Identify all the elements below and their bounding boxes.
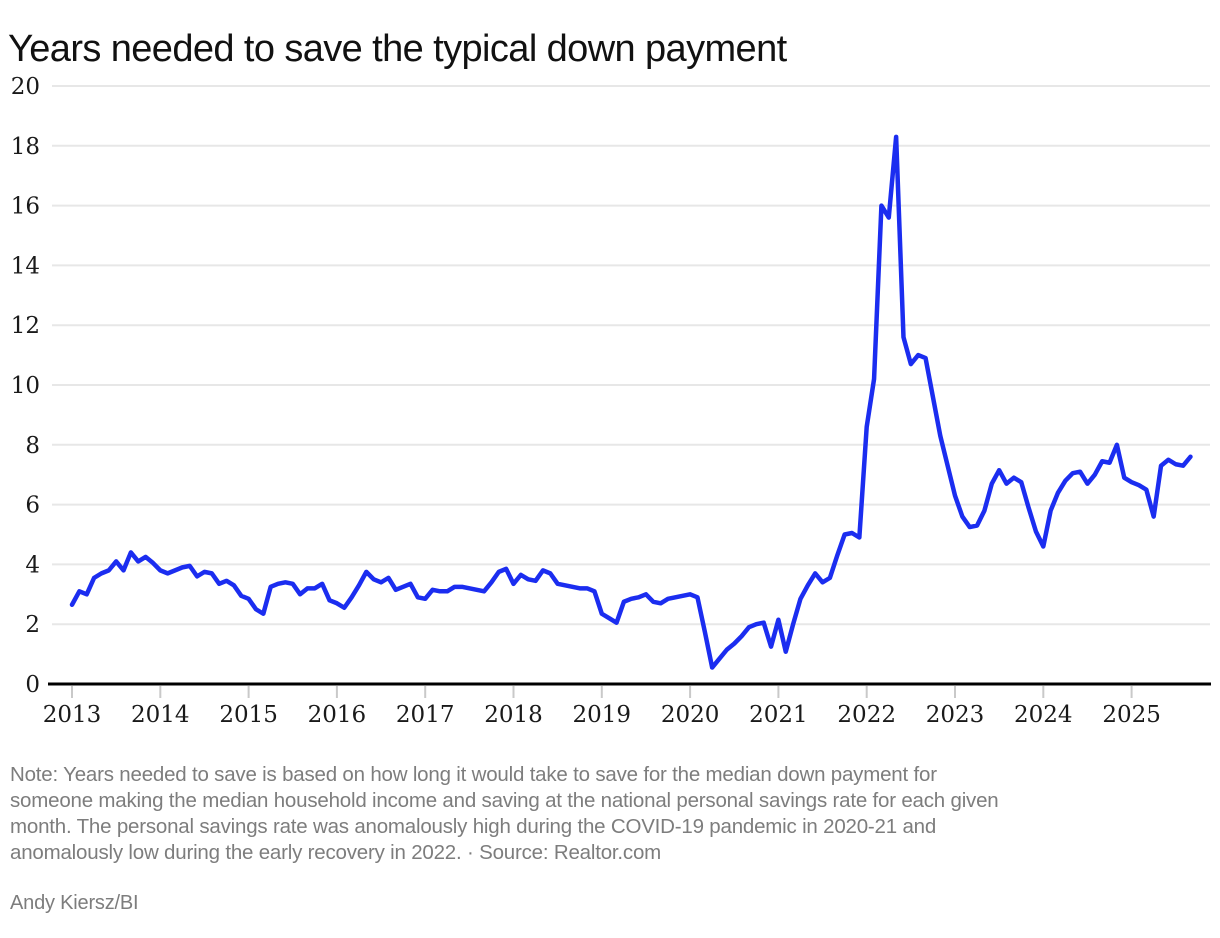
x-axis-tick-label: 2023 <box>926 702 985 728</box>
byline-credit: Andy Kiersz/BI <box>10 892 139 914</box>
y-axis-tick-label: 6 <box>25 493 40 519</box>
y-axis-tick-label: 4 <box>25 552 40 578</box>
y-axis-tick-label: 14 <box>11 253 40 279</box>
x-axis-tick-label: 2018 <box>484 702 543 728</box>
x-axis-tick-label: 2014 <box>131 702 190 728</box>
x-axis-tick-label: 2019 <box>573 702 632 728</box>
chart-note-line: someone making the median household inco… <box>10 789 999 812</box>
x-axis-tick-label: 2024 <box>1014 702 1073 728</box>
x-axis-tick-label: 2013 <box>43 702 102 728</box>
x-axis-tick-label: 2015 <box>219 702 278 728</box>
y-axis-tick-label: 12 <box>11 313 40 339</box>
chart-note: Note: Years needed to save is based on h… <box>10 762 999 866</box>
y-axis-tick-label: 2 <box>25 612 40 638</box>
y-axis-tick-label: 0 <box>25 672 40 698</box>
y-axis-tick-label: 20 <box>11 74 40 100</box>
chart-note-line: Note: Years needed to save is based on h… <box>10 763 937 786</box>
x-axis-tick-label: 2017 <box>396 702 455 728</box>
y-axis-tick-label: 18 <box>11 134 40 160</box>
x-axis-tick-label: 2025 <box>1102 702 1161 728</box>
x-axis-tick-label: 2021 <box>749 702 808 728</box>
x-axis-tick-label: 2022 <box>837 702 896 728</box>
data-series-line <box>69 134 1193 670</box>
y-axis-tick-label: 10 <box>11 373 40 399</box>
chart-note-line: anomalously low during the early recover… <box>10 841 662 864</box>
x-axis-tick-label: 2020 <box>661 702 720 728</box>
chart-note-line: month. The personal savings rate was ano… <box>10 815 937 838</box>
page-title: Years needed to save the typical down pa… <box>8 28 787 71</box>
line-chart: 0 2 4 6 8 10 12 14 16 18 20 2013 2014 2015 2016 2017 201… <box>11 74 1211 728</box>
y-axis-tick-label: 16 <box>11 194 40 220</box>
y-axis-tick-label: 8 <box>25 433 40 459</box>
x-axis-tick-label: 2016 <box>308 702 367 728</box>
